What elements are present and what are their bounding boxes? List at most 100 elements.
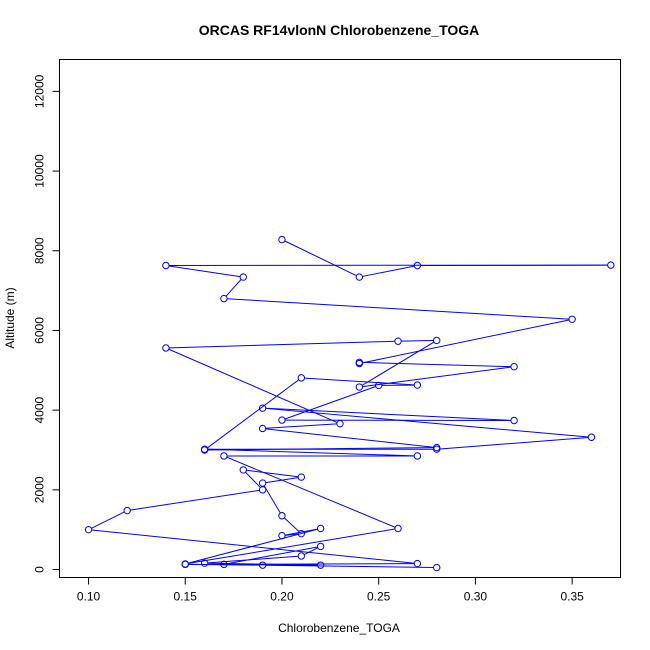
series-segment [207, 555, 299, 564]
series-segment [227, 298, 569, 320]
data-point [433, 563, 441, 572]
data-point [510, 363, 518, 371]
data-point [394, 337, 402, 345]
x-axis-label: Chlorobenzene_TOGA [278, 621, 400, 635]
series-layer [84, 235, 615, 572]
data-point [84, 525, 93, 534]
data-point [587, 433, 596, 441]
y-tick-label: 0 [33, 566, 47, 573]
chart-title: ORCAS RF14vlonN Chlorobenzene_TOGA [199, 22, 480, 38]
y-axis: 0 2000 4000 6000 8000 10000 12000 [33, 74, 60, 573]
data-point [258, 561, 267, 569]
series-segment [439, 436, 589, 450]
y-tick-label: 8000 [33, 237, 47, 264]
y-tick-label: 10000 [33, 154, 47, 188]
data-point [413, 559, 422, 568]
data-point [433, 336, 441, 345]
series-segment [188, 528, 318, 564]
series-segment [265, 407, 589, 438]
data-point [220, 452, 228, 460]
data-point [355, 359, 364, 368]
series-segment [401, 339, 434, 342]
series-segment [169, 340, 395, 349]
data-point [413, 261, 422, 270]
data-point [220, 294, 228, 303]
series-segment [265, 407, 511, 421]
data-point [258, 486, 267, 494]
series-segment [168, 348, 338, 423]
data-point [258, 479, 267, 487]
plot-area [59, 59, 621, 578]
series-segment [206, 379, 300, 449]
series-segment [246, 469, 299, 478]
data-point [278, 512, 286, 520]
data-point [239, 466, 247, 474]
series-segment [265, 564, 434, 568]
series-segment [130, 489, 260, 511]
data-point [355, 273, 364, 281]
y-tick-label: 12000 [33, 74, 47, 108]
data-point [316, 524, 325, 533]
data-point [568, 315, 576, 323]
data-point [510, 416, 518, 425]
x-tick-label: 0.20 [270, 590, 294, 604]
data-point [258, 424, 267, 433]
data-point [374, 381, 383, 390]
series-segment [284, 240, 357, 277]
data-point [200, 446, 209, 454]
data-point [355, 383, 364, 391]
series-segment [226, 456, 396, 528]
data-point [181, 560, 189, 568]
y-tick-label: 4000 [33, 396, 47, 423]
series-segment [227, 563, 415, 565]
y-tick-label: 6000 [33, 317, 47, 344]
x-tick-label: 0.35 [560, 590, 584, 604]
data-point [278, 416, 286, 424]
data-point [200, 559, 209, 567]
data-point [413, 381, 422, 389]
data-point [433, 443, 441, 452]
data-point [316, 542, 325, 551]
x-tick-label: 0.10 [77, 590, 101, 604]
series-segment [265, 423, 337, 429]
x-axis: 0.10 0.15 0.20 0.25 0.30 0.35 [77, 577, 584, 604]
data-point [239, 273, 247, 281]
data-point [297, 374, 306, 382]
data-point [162, 344, 170, 352]
series-segment [283, 517, 300, 532]
series-segment [285, 528, 318, 536]
series-segment [168, 265, 241, 278]
series-segment [188, 528, 395, 564]
data-point [297, 552, 306, 560]
series-segment [265, 428, 434, 448]
data-point [297, 529, 306, 538]
series-segment [362, 319, 570, 364]
data-point [316, 561, 325, 569]
series-segment [225, 279, 242, 297]
series-segment [362, 366, 511, 388]
data-point [607, 261, 615, 269]
data-point [413, 452, 422, 460]
series-segment [226, 546, 318, 565]
data-point [123, 506, 131, 515]
series-segment [362, 265, 415, 277]
series-segment [207, 448, 415, 457]
data-point [162, 261, 170, 270]
series-segment [284, 386, 376, 420]
x-tick-label: 0.25 [367, 590, 391, 604]
y-tick-label: 2000 [33, 476, 47, 503]
data-point [220, 560, 228, 569]
series-segment [263, 485, 281, 514]
data-point [278, 235, 286, 244]
data-point [278, 531, 286, 540]
data-point [297, 473, 306, 481]
x-tick-label: 0.30 [464, 590, 488, 604]
series-segment [304, 377, 415, 386]
data-point [394, 524, 402, 533]
data-point [336, 419, 344, 428]
y-axis-label: Altitude (m) [3, 287, 17, 348]
x-tick-label: 0.15 [174, 590, 198, 604]
series-segment [362, 361, 511, 368]
series-segment [303, 547, 319, 556]
